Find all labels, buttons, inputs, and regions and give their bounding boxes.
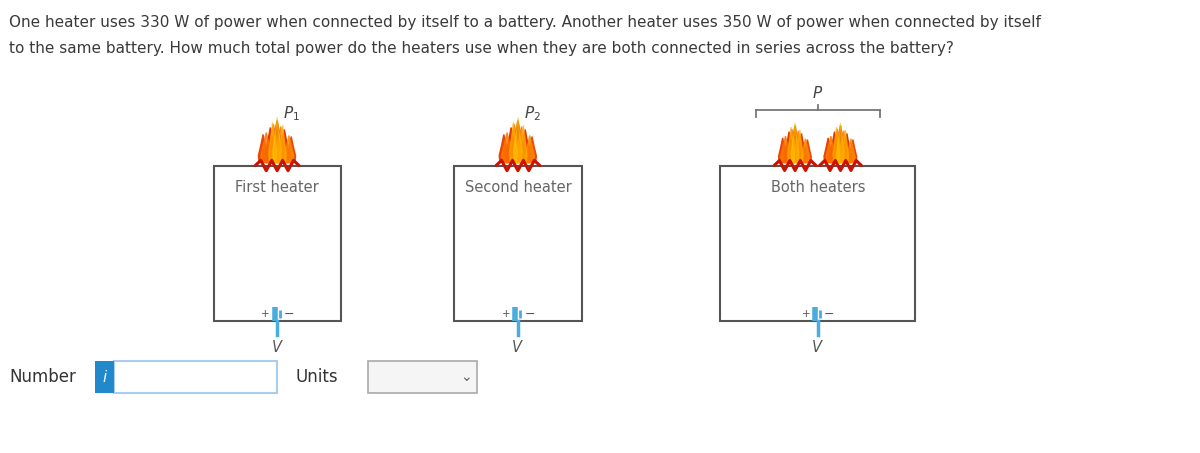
Text: i: i — [102, 370, 107, 385]
Polygon shape — [779, 138, 787, 163]
Polygon shape — [528, 136, 536, 163]
Text: +: + — [262, 309, 270, 319]
Polygon shape — [842, 130, 848, 163]
Polygon shape — [265, 127, 276, 163]
Polygon shape — [850, 140, 857, 163]
Text: Both heaters: Both heaters — [770, 180, 865, 195]
Polygon shape — [275, 126, 287, 163]
Text: $P$: $P$ — [812, 85, 823, 101]
Text: $V$: $V$ — [511, 339, 524, 356]
Polygon shape — [785, 132, 793, 163]
Polygon shape — [797, 134, 805, 163]
Polygon shape — [839, 131, 848, 163]
Polygon shape — [791, 123, 799, 163]
Polygon shape — [824, 138, 832, 163]
Polygon shape — [781, 136, 791, 163]
Text: Second heater: Second heater — [464, 180, 571, 195]
Polygon shape — [272, 117, 282, 163]
Polygon shape — [268, 125, 280, 163]
Text: One heater uses 330 W of power when connected by itself to a battery. Another he: One heater uses 330 W of power when conn… — [10, 15, 1040, 30]
Text: $P_2$: $P_2$ — [524, 104, 541, 123]
Polygon shape — [842, 134, 851, 163]
Polygon shape — [271, 120, 283, 163]
Polygon shape — [521, 130, 530, 163]
FancyBboxPatch shape — [96, 361, 114, 393]
FancyBboxPatch shape — [368, 361, 478, 393]
Polygon shape — [260, 132, 271, 163]
Polygon shape — [847, 139, 854, 163]
Polygon shape — [509, 125, 520, 163]
Text: −: − — [283, 308, 294, 321]
Polygon shape — [836, 123, 845, 163]
Text: Units: Units — [295, 368, 338, 386]
Polygon shape — [269, 122, 276, 163]
Polygon shape — [787, 129, 797, 163]
Polygon shape — [802, 139, 810, 163]
Text: $V$: $V$ — [271, 339, 283, 356]
Text: $P_1$: $P_1$ — [283, 104, 300, 123]
Text: Number: Number — [10, 368, 76, 386]
Text: to the same battery. How much total power do the heaters use when they are both : to the same battery. How much total powe… — [10, 41, 954, 56]
Polygon shape — [526, 135, 534, 163]
Polygon shape — [790, 125, 800, 163]
Polygon shape — [514, 117, 522, 163]
Bar — [214, 165, 341, 321]
Polygon shape — [284, 135, 294, 163]
Polygon shape — [804, 140, 811, 163]
Polygon shape — [516, 126, 527, 163]
FancyBboxPatch shape — [114, 361, 277, 393]
Polygon shape — [833, 127, 840, 163]
Text: −: − — [524, 308, 535, 321]
Polygon shape — [258, 135, 268, 163]
Text: ⌄: ⌄ — [461, 370, 472, 384]
Text: −: − — [824, 308, 835, 321]
Polygon shape — [826, 136, 835, 163]
Polygon shape — [830, 132, 839, 163]
Text: +: + — [802, 309, 810, 319]
Text: $V$: $V$ — [811, 339, 824, 356]
Polygon shape — [280, 130, 289, 163]
Text: +: + — [502, 309, 511, 319]
Polygon shape — [512, 120, 524, 163]
Polygon shape — [506, 127, 516, 163]
Polygon shape — [787, 127, 794, 163]
Polygon shape — [793, 131, 803, 163]
Bar — [455, 165, 582, 321]
Text: First heater: First heater — [235, 180, 319, 195]
Polygon shape — [520, 125, 527, 163]
Bar — [720, 165, 916, 321]
Polygon shape — [499, 135, 509, 163]
Polygon shape — [835, 125, 846, 163]
Polygon shape — [833, 129, 842, 163]
Polygon shape — [280, 125, 286, 163]
Polygon shape — [502, 132, 512, 163]
Polygon shape — [797, 130, 803, 163]
Polygon shape — [510, 122, 517, 163]
Polygon shape — [287, 136, 295, 163]
